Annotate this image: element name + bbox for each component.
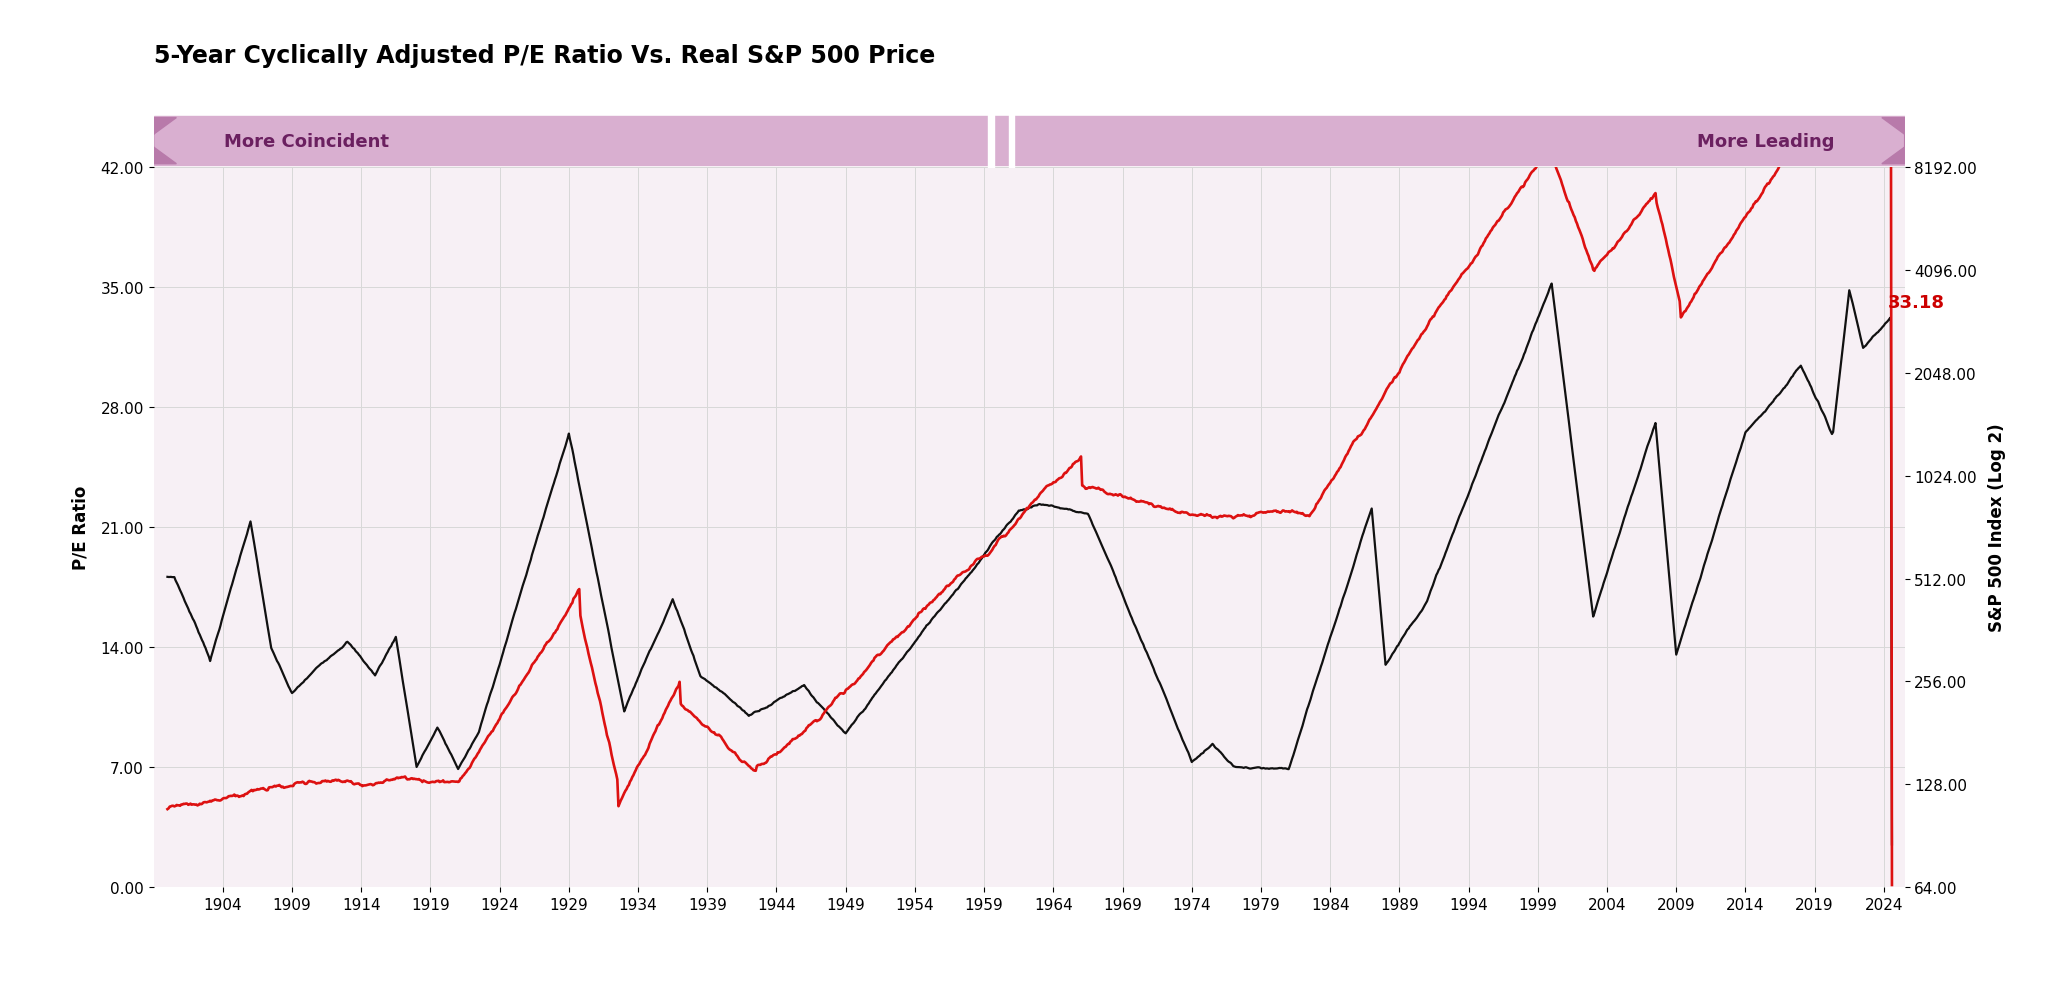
Text: More Coincident: More Coincident	[223, 132, 389, 151]
S&P 500 Index	[338, 776, 362, 788]
Y-axis label: P/E Ratio: P/E Ratio	[72, 485, 90, 570]
Line: CAPE -5: CAPE -5	[168, 284, 1892, 845]
FancyArrow shape	[145, 118, 176, 165]
Text: 33.18: 33.18	[1888, 294, 1946, 312]
CAPE -5	[1098, 560, 1122, 572]
CAPE -5	[815, 708, 840, 720]
Text: More Leading: More Leading	[1698, 132, 1835, 151]
Text: 5-Year Cyclically Adjusted P/E Ratio Vs. Real S&P 500 Price: 5-Year Cyclically Adjusted P/E Ratio Vs.…	[154, 44, 934, 68]
Y-axis label: S&P 500 Index (Log 2): S&P 500 Index (Log 2)	[1989, 423, 2007, 632]
Bar	[1010, 114, 1014, 169]
CAPE -5	[1239, 762, 1264, 774]
CAPE -5	[1540, 278, 1565, 290]
S&P 500 Index	[1878, 0, 1903, 7]
S&P 500 Index	[1880, 880, 1905, 891]
S&P 500 Index	[1098, 489, 1122, 501]
Line: S&P 500 Index: S&P 500 Index	[168, 1, 1892, 885]
S&P 500 Index	[158, 801, 182, 812]
S&P 500 Index	[156, 804, 180, 815]
FancyArrow shape	[1882, 118, 1913, 165]
CAPE -5	[156, 571, 180, 583]
CAPE -5	[465, 729, 489, 740]
CAPE -5	[158, 572, 182, 584]
S&P 500 Index	[465, 747, 489, 759]
S&P 500 Index	[815, 701, 840, 713]
Bar	[989, 114, 993, 169]
CAPE -5	[1880, 839, 1905, 851]
CAPE -5	[338, 640, 362, 652]
S&P 500 Index	[1239, 511, 1264, 523]
